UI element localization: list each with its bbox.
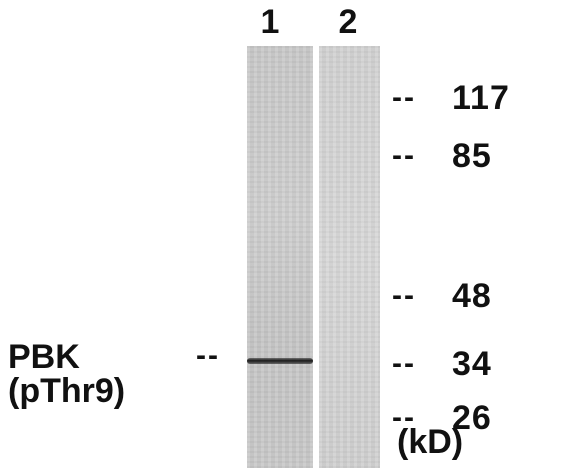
marker-85: -- 85	[392, 136, 492, 176]
marker-48: -- 48	[392, 276, 492, 316]
marker-value: 85	[452, 136, 492, 175]
protein-band	[247, 358, 313, 364]
marker-value: 34	[452, 344, 492, 383]
marker-26: -- 26	[392, 398, 492, 438]
protein-name: PBK	[8, 338, 80, 376]
marker-117: -- 117	[392, 78, 510, 118]
lane-2-strip	[319, 46, 380, 468]
marker-dash: --	[392, 139, 416, 172]
unit-label: (kD)	[397, 423, 464, 461]
lane-1-strip	[247, 46, 313, 468]
marker-dash: --	[392, 81, 416, 114]
protein-modification: (pThr9)	[8, 372, 126, 410]
marker-value: 48	[452, 276, 492, 315]
protein-dash: --	[196, 339, 220, 372]
marker-34: -- 34	[392, 344, 492, 384]
marker-value: 26	[452, 398, 492, 437]
marker-value: 117	[452, 78, 510, 117]
lane-2-label: 2	[338, 3, 358, 41]
marker-dash: --	[392, 279, 416, 312]
lane-1-label: 1	[260, 3, 280, 41]
marker-dash: --	[392, 347, 416, 380]
marker-dash: --	[392, 401, 416, 434]
